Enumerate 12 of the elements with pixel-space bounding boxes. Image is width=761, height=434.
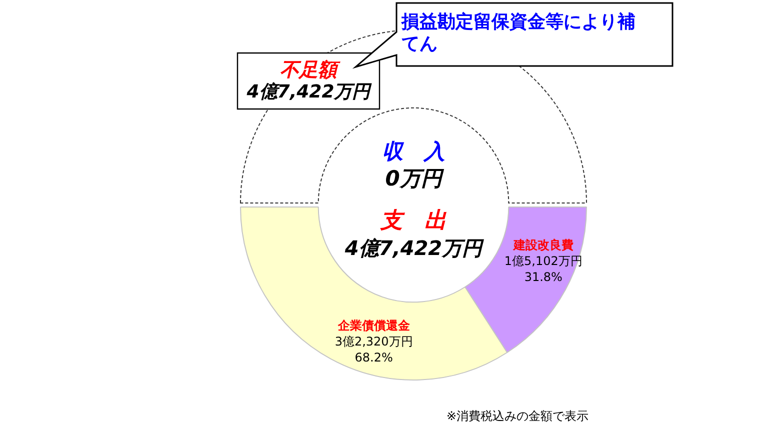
data-label: 3億2,320万円 68.2%	[334, 334, 413, 364]
text: 収 入	[382, 139, 445, 164]
text: 支 出	[380, 208, 448, 234]
text: ※消費税込みの金額で表示	[446, 409, 588, 424]
text: 4億7,422万円	[344, 236, 484, 260]
slice-label: 建設改良費	[512, 238, 574, 252]
text: 損益勘定留保資金等により補てん	[400, 12, 636, 55]
data-label: 1億5,102万円 31.8%	[504, 254, 582, 284]
text: 4億7,422万円	[246, 82, 372, 103]
text: 不足額	[280, 58, 341, 81]
text: 0万円	[385, 166, 445, 190]
slice-label: 企業債償還金	[336, 318, 411, 332]
